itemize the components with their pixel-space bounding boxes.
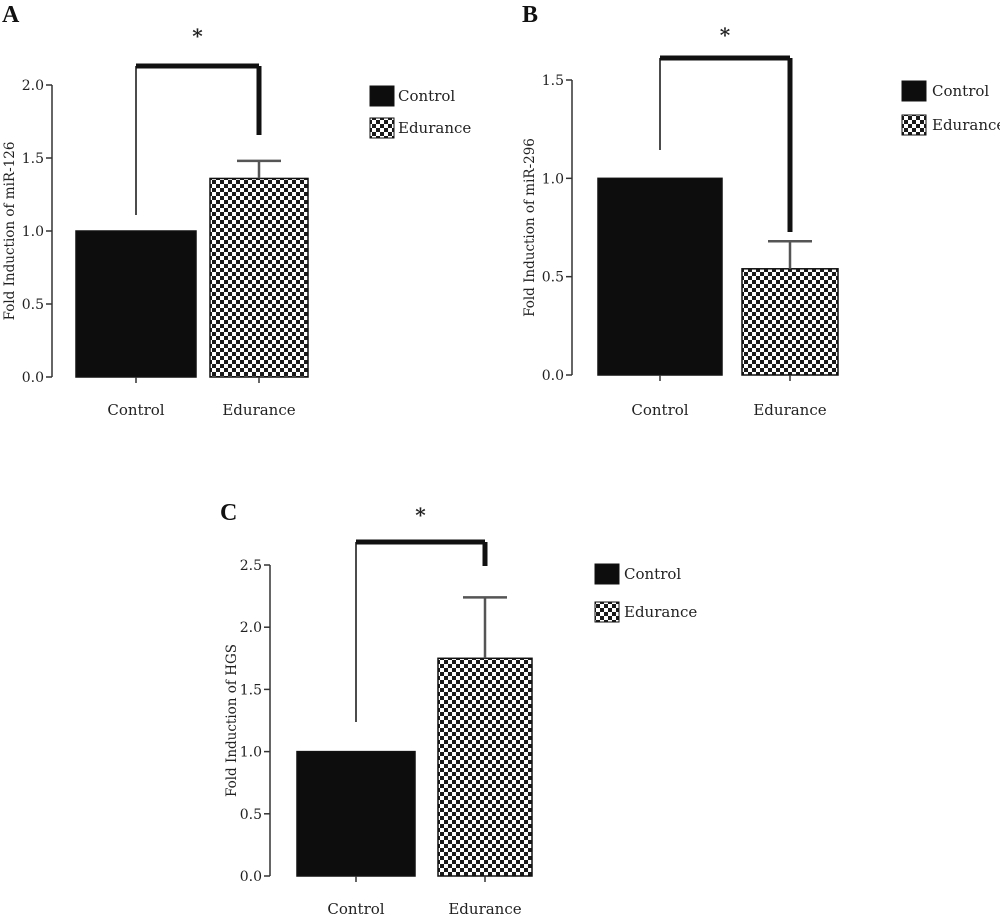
panel-letter-c: C xyxy=(220,500,237,526)
y-tick-label: 0.5 xyxy=(542,270,564,286)
bar-control xyxy=(296,750,416,877)
y-tick-label: 2.0 xyxy=(22,78,44,94)
y-tick-label: 0.0 xyxy=(542,368,564,384)
y-tick-label: 1.5 xyxy=(542,73,564,89)
y-tick-label: 1.0 xyxy=(240,745,262,761)
legend-label: Edurance xyxy=(624,603,697,621)
category-label: Edurance xyxy=(448,900,521,918)
legend-swatch-edurance xyxy=(901,114,927,136)
category-label: Control xyxy=(327,900,384,918)
y-tick-label: 1.5 xyxy=(240,682,262,698)
legend-label: Control xyxy=(624,565,681,583)
y-tick-label: 1.5 xyxy=(22,151,44,167)
y-tick-label: 0.5 xyxy=(240,807,262,823)
y-tick-label: 1.0 xyxy=(542,171,564,187)
legend-swatch-control xyxy=(594,563,620,585)
y-tick-label: 0.0 xyxy=(240,869,262,885)
y-axis-label: Fold Induction of HGS xyxy=(224,644,240,797)
legend-swatch-edurance xyxy=(369,117,395,139)
bar-control xyxy=(75,230,197,378)
legend-swatch-edurance xyxy=(594,601,620,623)
panel-b: B 0.0 0.5 1.0 1.5 Fold Induction of miR-296 C… xyxy=(522,2,1000,419)
category-label: Edurance xyxy=(222,401,295,419)
y-axis-label: Fold Induction of miR-296 xyxy=(522,138,538,317)
legend-swatch-control xyxy=(369,85,395,107)
panel-letter-a: A xyxy=(2,2,20,28)
legend-label: Control xyxy=(398,87,455,105)
y-tick-label: 1.0 xyxy=(22,224,44,240)
panel-c: C 0.0 0.5 1.0 1.5 2.0 2.5 Fold Induction of HG… xyxy=(220,500,697,918)
legend-label: Edurance xyxy=(398,119,471,137)
category-label: Edurance xyxy=(753,401,826,419)
y-tick-label: 2.5 xyxy=(240,558,262,574)
bar-control xyxy=(597,177,723,376)
bar-edurance xyxy=(209,177,309,378)
y-tick-label: 2.0 xyxy=(240,620,262,636)
category-label: Control xyxy=(107,401,164,419)
y-axis-label: Fold Induction of miR-126 xyxy=(2,142,18,321)
bar-edurance xyxy=(741,268,839,376)
significance-star: * xyxy=(415,503,426,527)
significance-star: * xyxy=(720,23,731,47)
bar-edurance xyxy=(437,657,533,877)
y-tick-label: 0.5 xyxy=(22,297,44,313)
panel-letter-b: B xyxy=(522,2,538,28)
legend-swatch-control xyxy=(901,80,927,102)
legend-label: Edurance xyxy=(932,116,1000,134)
y-tick-label: 0.0 xyxy=(22,370,44,386)
legend-label: Control xyxy=(932,82,989,100)
category-label: Control xyxy=(631,401,688,419)
significance-star: * xyxy=(192,24,203,48)
panel-a: A 0.0 0.5 1.0 1.5 2.0 Fold Induction of miR-1… xyxy=(2,2,471,419)
